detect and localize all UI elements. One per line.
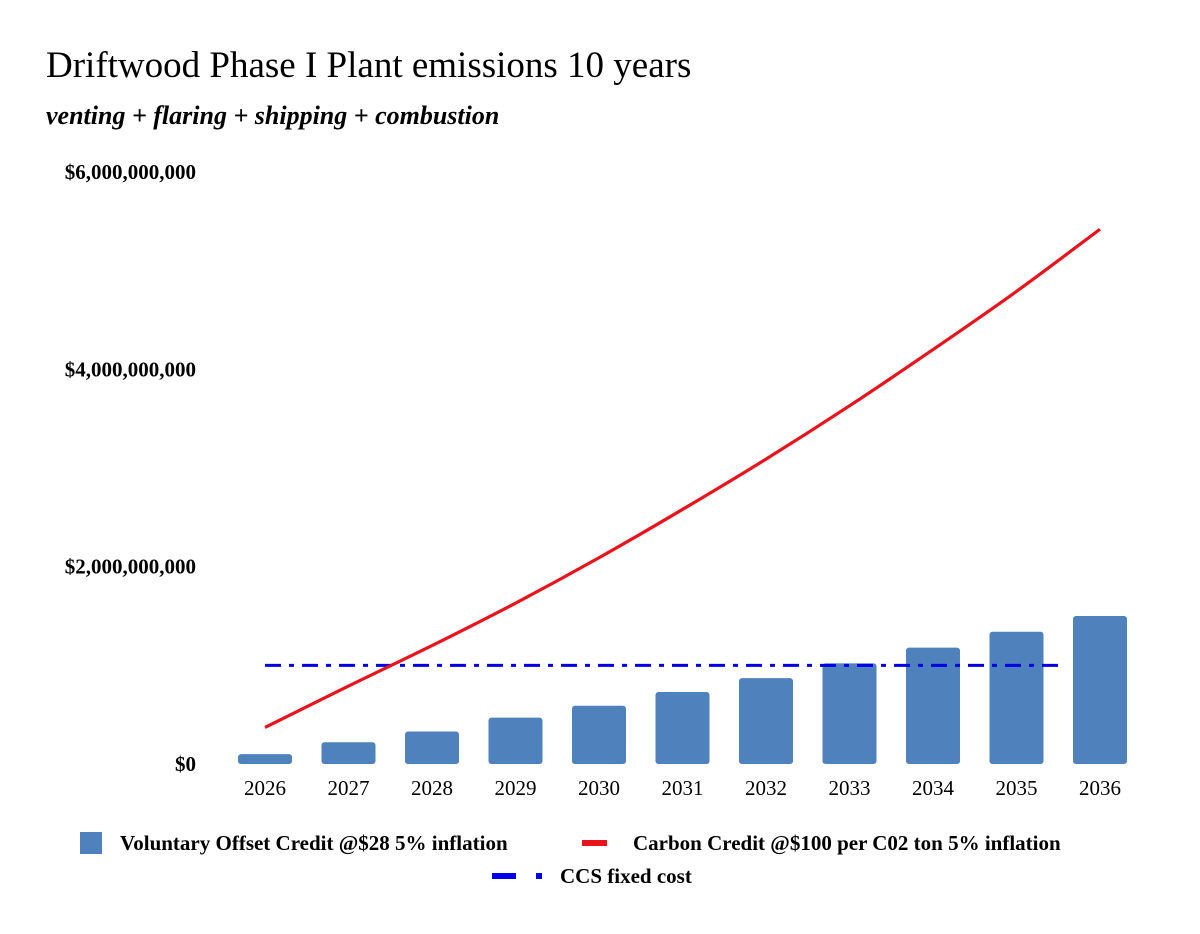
- x-tick-label: 2029: [495, 776, 537, 800]
- legend-swatch-ccs-dot: [536, 873, 542, 879]
- legend-label-voluntary-offset: Voluntary Offset Credit @$28 5% inflatio…: [120, 831, 508, 855]
- bar: [405, 731, 459, 764]
- y-tick-label: $4,000,000,000: [65, 357, 196, 381]
- bar-series: [238, 616, 1127, 764]
- bar: [906, 647, 960, 764]
- x-tick-label: 2034: [912, 776, 955, 800]
- legend: Voluntary Offset Credit @$28 5% inflatio…: [80, 831, 1061, 888]
- legend-swatch-carbon-credit: [582, 840, 607, 846]
- legend-label-ccs: CCS fixed cost: [560, 864, 692, 888]
- x-tick-label: 2031: [662, 776, 704, 800]
- bar: [989, 631, 1044, 764]
- legend-swatch-ccs-dash: [492, 873, 516, 879]
- y-tick-label: $0: [175, 752, 196, 776]
- chart-title: Driftwood Phase I Plant emissions 10 yea…: [46, 45, 692, 86]
- carbon-credit-series: [264, 227, 1101, 729]
- bar: [655, 691, 710, 764]
- bar: [238, 754, 292, 764]
- legend-label-carbon-credit: Carbon Credit @$100 per C02 ton 5% infla…: [633, 831, 1061, 855]
- x-tick-label: 2036: [1079, 776, 1121, 800]
- bar: [572, 705, 626, 764]
- x-tick-label: 2035: [996, 776, 1038, 800]
- x-tick-label: 2027: [328, 776, 370, 800]
- carbon-credit-line: [264, 227, 1101, 729]
- bar: [739, 678, 793, 764]
- bar: [822, 663, 877, 764]
- legend-swatch-voluntary-offset: [80, 832, 102, 854]
- bar: [321, 742, 376, 764]
- chart-subtitle: venting + flaring + shipping + combustio…: [46, 101, 500, 130]
- x-tick-label: 2026: [244, 776, 286, 800]
- x-tick-label: 2028: [411, 776, 453, 800]
- x-tick-label: 2030: [578, 776, 620, 800]
- y-axis: $0 $2,000,000,000 $4,000,000,000 $6,000,000…: [65, 160, 196, 776]
- bar: [1073, 616, 1127, 764]
- x-tick-label: 2033: [829, 776, 871, 800]
- y-tick-label: $2,000,000,000: [65, 555, 196, 579]
- bar: [488, 717, 543, 764]
- y-tick-label: $6,000,000,000: [65, 160, 196, 184]
- x-axis: 2026 2027 2028 2029 2030 2031 2032 2033 2034 2035…: [244, 776, 1121, 800]
- x-tick-label: 2032: [745, 776, 787, 800]
